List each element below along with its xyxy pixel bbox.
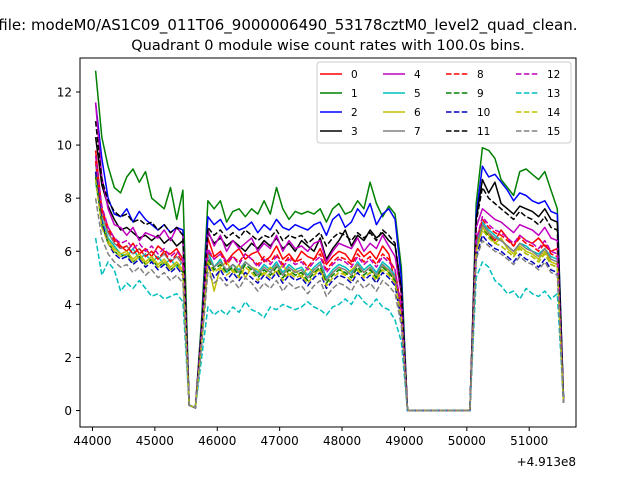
legend-item-10: 10 [446, 107, 490, 119]
series-14 [94, 179, 565, 412]
series-line-2 [94, 102, 565, 412]
legend-label: 10 [477, 107, 490, 119]
x-tick-label: 45000 [136, 434, 174, 448]
legend-item-15: 15 [516, 126, 560, 138]
legend-item-1: 1 [320, 88, 358, 100]
legend-item-0: 0 [320, 69, 358, 81]
legend-label: 14 [547, 107, 561, 119]
legend-item-5: 5 [383, 88, 421, 100]
legend-label: 5 [414, 88, 421, 100]
legend-item-2: 2 [320, 107, 358, 119]
legend-label: 9 [477, 88, 484, 100]
legend-label: 1 [351, 88, 358, 100]
x-tick-label: 46000 [198, 434, 236, 448]
legend-label: 6 [414, 107, 421, 119]
legend-item-14: 14 [516, 107, 561, 119]
y-axis: 0 2 4 6 8 10 12 [57, 85, 80, 418]
x-axis: 44000 45000 46000 47000 48000 49000 50000 51000 [73, 427, 548, 448]
series-line-3 [94, 137, 565, 412]
legend-label: 0 [351, 69, 358, 81]
legend-item-13: 13 [516, 88, 560, 100]
series-line-4 [94, 102, 565, 412]
series-line-15 [94, 198, 565, 412]
legend-item-12: 12 [516, 69, 560, 81]
x-tick-label: 48000 [323, 434, 361, 448]
legend-item-6: 6 [383, 107, 421, 119]
legend-item-3: 3 [320, 126, 358, 138]
series-line-5 [94, 182, 565, 412]
y-tick-label: 0 [64, 404, 72, 418]
axes-frame [79, 57, 577, 428]
x-tick-label: 49000 [385, 434, 423, 448]
legend-label: 13 [547, 88, 560, 100]
figure-suptitle: n file: modeM0/AS1C09_011T06_9000006490_… [0, 16, 578, 35]
series-line-10 [94, 171, 565, 412]
series-line-7 [94, 163, 565, 412]
y-tick-label: 6 [64, 245, 72, 259]
series-line-11 [94, 121, 565, 412]
series-line-14 [94, 179, 565, 412]
legend-label: 7 [414, 126, 421, 138]
series-10 [94, 171, 565, 412]
legend-item-11: 11 [446, 126, 490, 138]
legend-label: 4 [414, 69, 421, 81]
series-layer [94, 70, 565, 412]
x-tick-label: 47000 [261, 434, 299, 448]
series-line-12 [94, 155, 565, 412]
x-tick-label: 51000 [510, 434, 548, 448]
series-line-8 [94, 160, 565, 412]
y-tick-label: 4 [64, 298, 72, 312]
legend-label: 12 [547, 69, 560, 81]
series-15 [94, 198, 565, 412]
legend-item-9: 9 [446, 88, 484, 100]
y-tick-label: 10 [57, 139, 72, 153]
y-tick-label: 8 [64, 192, 72, 206]
legend-label: 3 [351, 126, 358, 138]
series-line-1 [94, 70, 565, 412]
y-tick-label: 2 [64, 351, 72, 365]
x-tick-label: 44000 [73, 434, 111, 448]
legend-frame [316, 61, 572, 144]
legend-label: 8 [477, 69, 484, 81]
legend-label: 15 [547, 126, 560, 138]
series-line-13 [94, 237, 565, 412]
legend-label: 11 [477, 126, 490, 138]
legend-label: 2 [351, 107, 358, 119]
legend-item-7: 7 [383, 126, 421, 138]
legend-item-8: 8 [446, 69, 484, 81]
y-tick-label: 12 [57, 85, 72, 99]
x-axis-offset-label: +4.913e8 [517, 455, 576, 469]
chart-title: Quadrant 0 module wise count rates with … [131, 38, 525, 54]
x-tick-label: 50000 [448, 434, 486, 448]
legend-item-4: 4 [383, 69, 421, 81]
